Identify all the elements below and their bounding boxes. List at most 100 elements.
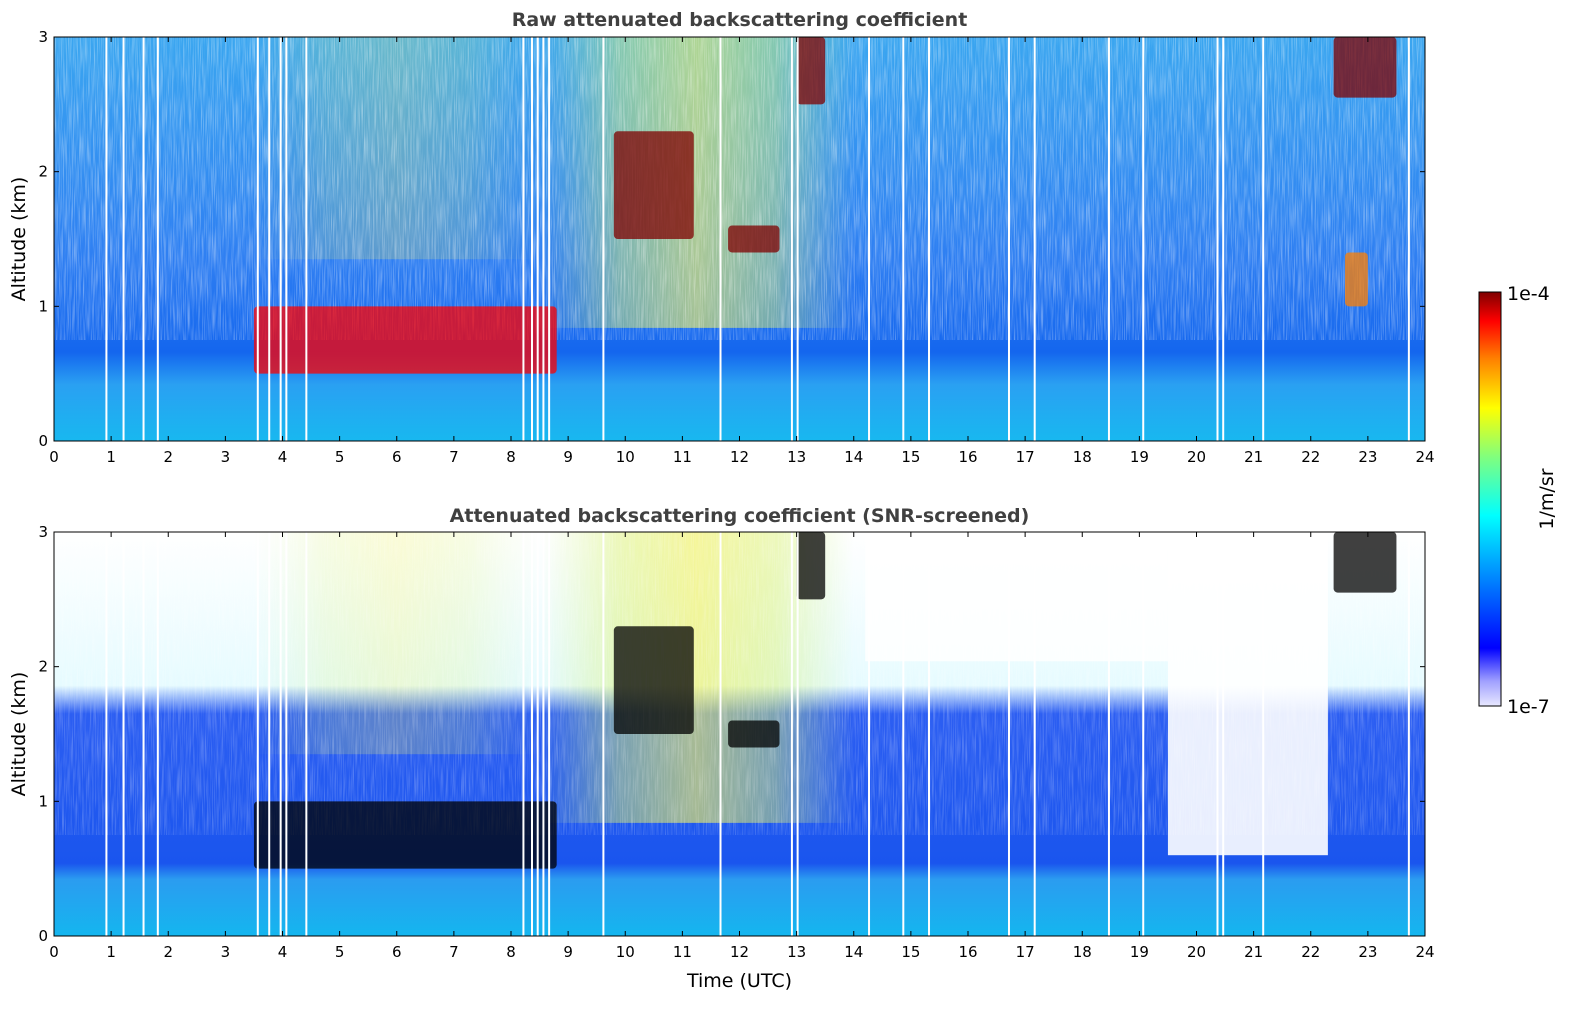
data-gap-column	[530, 37, 533, 441]
y-tick-label: 2	[38, 163, 48, 181]
panel1-title: Raw attenuated backscattering coefficien…	[512, 9, 968, 31]
x-tick-label: 22	[1301, 943, 1320, 961]
data-gap-column	[1222, 37, 1225, 441]
cloud-feature	[796, 532, 826, 600]
data-gap-column	[902, 532, 905, 936]
x-tick-label: 10	[616, 943, 635, 961]
data-gap-column	[156, 532, 159, 936]
x-tick-label: 5	[335, 448, 345, 466]
x-tick-label: 15	[901, 943, 920, 961]
x-tick-label: 17	[1016, 448, 1035, 466]
data-gap-column	[522, 532, 525, 936]
data-gap-column	[1216, 37, 1219, 441]
panel2-title: Attenuated backscattering coefficient (S…	[450, 505, 1030, 527]
data-gap-column	[1407, 37, 1410, 441]
x-tick-label: 7	[449, 943, 459, 961]
data-gap-column	[285, 532, 288, 936]
y-tick-label: 2	[38, 658, 48, 676]
colorbar: 1e-4 1e-7 1/m/sr	[1478, 283, 1558, 718]
x-tick-label: 24	[1415, 943, 1434, 961]
data-gap-column	[928, 532, 931, 936]
x-tick-label: 13	[787, 448, 806, 466]
x-tick-label: 23	[1358, 448, 1377, 466]
screened-out-region	[1167, 532, 1328, 856]
data-gap-column	[256, 532, 259, 936]
x-tick-label: 16	[958, 448, 977, 466]
x-tick-label: 20	[1187, 448, 1206, 466]
x-tick-label: 3	[221, 448, 231, 466]
screened-out-region	[865, 532, 1168, 662]
x-tick-label: 11	[673, 943, 692, 961]
x-tick-label: 17	[1016, 943, 1035, 961]
data-gap-column	[868, 532, 871, 936]
screened-backscatter-panel: 0 1 2 3 4 5 6 7 8 9 10 11 12 13 14 15 16 17 18 19 20 21 22 23 24…	[38, 523, 1434, 961]
panel2-xlabel: Time (UTC)	[686, 970, 792, 992]
cloud-feature	[253, 306, 557, 374]
panel1-ylabel: Altitude (km)	[8, 177, 30, 302]
data-gap-column	[122, 37, 125, 441]
colorbar-gradient	[1478, 291, 1502, 707]
data-gap-column	[1033, 37, 1036, 441]
data-gap-column	[536, 532, 539, 936]
x-tick-label: 18	[1073, 448, 1092, 466]
y-tick-label: 3	[38, 523, 48, 541]
cloud-feature	[728, 720, 780, 748]
data-gap-column	[268, 37, 271, 441]
data-gap-column	[1407, 532, 1410, 936]
x-tick-label: 16	[958, 943, 977, 961]
cloud-feature	[1345, 252, 1368, 307]
x-tick-label: 3	[221, 943, 231, 961]
x-tick-label: 12	[730, 943, 749, 961]
colorbar-max-label: 1e-4	[1507, 283, 1550, 305]
cloud-feature	[1333, 37, 1397, 98]
y-tick-label: 1	[38, 792, 48, 810]
cloud-feature	[796, 37, 826, 105]
x-tick-label: 6	[392, 943, 402, 961]
data-gap-column	[928, 37, 931, 441]
data-gap-column	[1107, 532, 1110, 936]
data-gap-column	[279, 37, 282, 441]
cloud-feature	[728, 225, 780, 253]
data-gap-column	[522, 37, 525, 441]
heatmap-field	[54, 532, 1425, 936]
x-tick-label: 14	[844, 943, 863, 961]
x-tick-label: 9	[563, 448, 573, 466]
cloud-feature	[1333, 532, 1397, 593]
x-tick-label: 12	[730, 448, 749, 466]
x-tick-label: 4	[278, 943, 288, 961]
data-gap-column	[719, 37, 722, 441]
data-gap-column	[548, 532, 551, 936]
x-tick-label: 20	[1187, 943, 1206, 961]
x-tick-label: 2	[163, 448, 173, 466]
x-tick-label: 1	[106, 943, 116, 961]
data-gap-column	[256, 37, 259, 441]
data-gap-column	[790, 532, 793, 936]
x-tick-label: 9	[563, 943, 573, 961]
y-tick-label: 1	[38, 297, 48, 315]
data-gap-column	[105, 532, 108, 936]
data-gap-column	[536, 37, 539, 441]
data-gap-column	[796, 37, 799, 441]
x-tick-label: 15	[901, 448, 920, 466]
noise-speckle	[54, 37, 1425, 340]
data-gap-column	[1007, 37, 1010, 441]
x-tick-label: 19	[1130, 943, 1149, 961]
data-gap-column	[1262, 532, 1265, 936]
data-gap-column	[548, 37, 551, 441]
data-gap-column	[868, 37, 871, 441]
panel2-ylabel: Altitude (km)	[8, 672, 30, 797]
data-gap-column	[790, 37, 793, 441]
data-gap-column	[602, 532, 605, 936]
x-tick-label: 21	[1244, 943, 1263, 961]
x-tick-label: 22	[1301, 448, 1320, 466]
x-tick-label: 8	[506, 448, 516, 466]
x-tick-label: 21	[1244, 448, 1263, 466]
x-tick-label: 6	[392, 448, 402, 466]
raw-backscatter-panel: 0 1 2 3 4 5 6 7 8 9 10 11 12 13 14 15 16 17 18 19 20 21 22 23 24…	[38, 28, 1434, 466]
y-tick-label: 0	[38, 432, 48, 450]
heatmap-field	[54, 37, 1425, 441]
x-tick-label: 24	[1415, 448, 1434, 466]
data-gap-column	[530, 532, 533, 936]
cloud-feature	[613, 131, 694, 239]
